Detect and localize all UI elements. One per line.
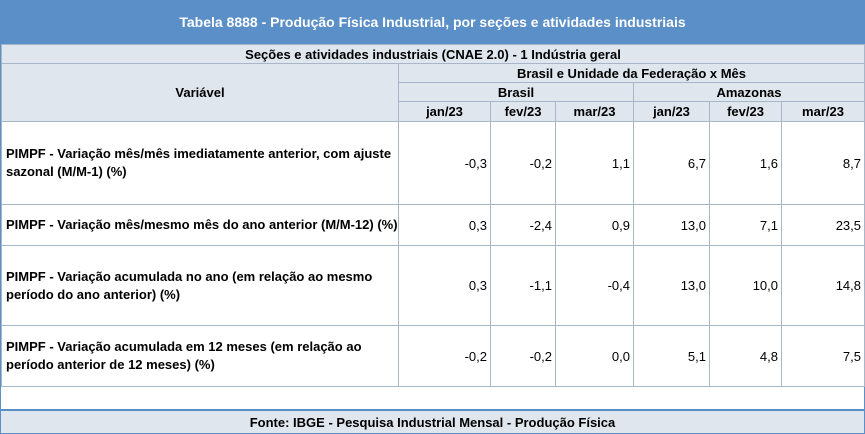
month-header: fev/23 [490, 101, 556, 122]
value-cell: 0,9 [555, 204, 634, 246]
value-cell: 14,8 [781, 245, 865, 326]
table-footer-source: Fonte: IBGE - Pesquisa Industrial Mensal… [1, 409, 864, 433]
table-row: PIMPF - Variação acumulada em 12 meses (… [1, 325, 865, 387]
value-cell: -0,2 [490, 325, 556, 387]
value-cell: 0,3 [398, 204, 491, 246]
value-cell: 6,7 [633, 121, 710, 205]
value-cell: 4,8 [709, 325, 782, 387]
value-cell: -0,3 [398, 121, 491, 205]
row-label: PIMPF - Variação acumulada no ano (em re… [1, 245, 399, 326]
value-cell: -2,4 [490, 204, 556, 246]
row-label: PIMPF - Variação mês/mesmo mês do ano an… [1, 204, 399, 246]
value-cell: 7,5 [781, 325, 865, 387]
value-cell: -0,4 [555, 245, 634, 326]
data-table: Seções e atividades industriais (CNAE 2.… [1, 44, 865, 387]
value-cell: 0,3 [398, 245, 491, 326]
value-cell: 10,0 [709, 245, 782, 326]
value-cell: 13,0 [633, 245, 710, 326]
value-cell: -1,1 [490, 245, 556, 326]
table-title: Tabela 8888 - Produção Física Industrial… [1, 1, 864, 44]
value-cell: 5,1 [633, 325, 710, 387]
region-header-brasil: Brasil [398, 82, 634, 102]
table-row: PIMPF - Variação acumulada no ano (em re… [1, 245, 865, 326]
month-header: fev/23 [709, 101, 782, 122]
group-header: Brasil e Unidade da Federação x Mês [398, 63, 865, 83]
value-cell: 23,5 [781, 204, 865, 246]
value-cell: 0,0 [555, 325, 634, 387]
row-label: PIMPF - Variação acumulada em 12 meses (… [1, 325, 399, 387]
value-cell: 1,1 [555, 121, 634, 205]
month-header: mar/23 [781, 101, 865, 122]
value-cell: -0,2 [398, 325, 491, 387]
row-label: PIMPF - Variação mês/mês imediatamente a… [1, 121, 399, 205]
table-row: PIMPF - Variação mês/mesmo mês do ano an… [1, 204, 865, 246]
value-cell: 8,7 [781, 121, 865, 205]
value-cell: 7,1 [709, 204, 782, 246]
month-header: jan/23 [633, 101, 710, 122]
value-cell: -0,2 [490, 121, 556, 205]
month-header: jan/23 [398, 101, 491, 122]
month-header: mar/23 [555, 101, 634, 122]
variable-column-header: Variável [1, 63, 399, 122]
table-row: PIMPF - Variação mês/mês imediatamente a… [1, 121, 865, 205]
value-cell: 1,6 [709, 121, 782, 205]
region-header-amazonas: Amazonas [633, 82, 865, 102]
value-cell: 13,0 [633, 204, 710, 246]
section-header: Seções e atividades industriais (CNAE 2.… [1, 44, 865, 64]
